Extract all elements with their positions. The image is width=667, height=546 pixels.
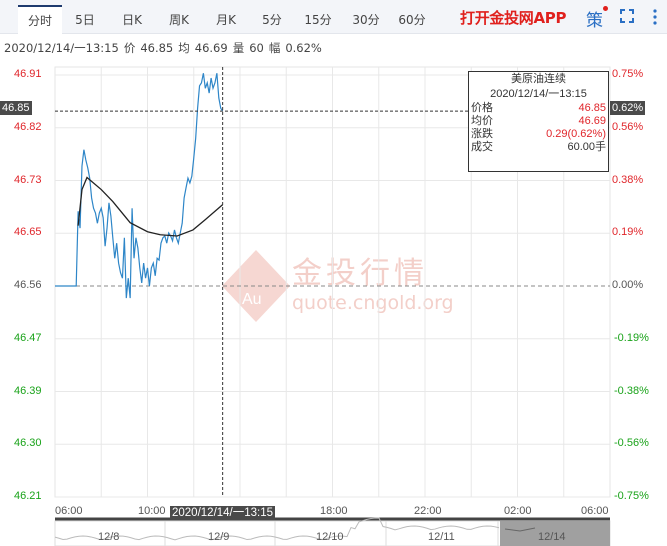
watermark-logo: Au (222, 250, 290, 322)
tab-0[interactable]: 分时 (18, 5, 62, 35)
volume-value: 60 (249, 41, 264, 55)
svg-text:Au: Au (242, 291, 262, 308)
pct-tick-label: -0.75% (614, 490, 649, 502)
tooltip-title: 美原油连续 (511, 73, 566, 85)
y-tick-label: 46.39 (14, 384, 42, 397)
notification-dot (603, 6, 608, 11)
tab-2[interactable]: 日K (122, 13, 142, 27)
pct-tick-label: -0.38% (614, 384, 649, 397)
avg-price-line (77, 176, 224, 237)
crosshair-pct-tag: 0.62% (610, 101, 646, 115)
pct-tick-label: 0.56% (612, 120, 644, 133)
y-tick-label: 46.56 (14, 279, 42, 291)
tooltip-row-value: 60.00手 (567, 141, 606, 153)
y-tick-label: 46.73 (14, 173, 42, 186)
navigator-date-label: 12/10 (316, 531, 344, 543)
y-tick-label: 46.21 (14, 490, 42, 502)
tooltip-row-label: 价格 (471, 102, 493, 114)
navigator-date-label: 12/14 (538, 531, 566, 543)
x-tick-label: 22:00 (414, 505, 442, 517)
y-tick-label: 46.65 (14, 226, 42, 239)
avg-value: 46.69 (194, 41, 228, 55)
volume-label: 量 (232, 41, 245, 55)
x-tick-label: 02:00 (504, 505, 532, 517)
amplitude-label: 幅 (268, 41, 281, 55)
tab-4[interactable]: 月K (216, 13, 236, 27)
quote-tooltip: 美原油连续 2020/12/14/一13:15 价格 46.85 均价 46.69 涨跌… (468, 71, 609, 172)
fullscreen-icon[interactable] (620, 9, 634, 23)
watermark-text: 金投行情 (292, 256, 428, 291)
x-tick-label: 06:00 (581, 505, 609, 517)
info-time: 2020/12/14/一13:15 (4, 41, 119, 55)
tab-8[interactable]: 60分 (398, 13, 426, 27)
pct-tick-label: -0.19% (614, 331, 649, 344)
x-tick-label: 10:00 (138, 505, 166, 517)
strategy-button[interactable]: 策 (586, 11, 603, 31)
pct-tick-label: 0.38% (612, 173, 644, 186)
pct-tick-label: -0.56% (614, 437, 649, 450)
tab-5[interactable]: 5分 (262, 13, 282, 27)
open-app-link[interactable]: 打开金投网APP (460, 9, 567, 27)
navigator-line-selected (504, 527, 536, 532)
tooltip-row-value: 46.69 (578, 115, 606, 127)
y-tick-label: 46.30 (14, 437, 42, 450)
pct-tick-label: 0.75% (612, 68, 644, 80)
navigator-selection (500, 521, 610, 546)
tooltip-row: 均价 46.69 (469, 115, 608, 128)
period-tabs: 分时 5日 日K 周K 月K 5分 15分 30分 60分 (0, 0, 667, 35)
avg-label: 均 (178, 41, 190, 55)
navigator-date-label: 12/9 (208, 531, 230, 543)
tab-1[interactable]: 5日 (75, 13, 95, 27)
navigator-date-label: 12/11 (428, 531, 455, 543)
tooltip-row-value: 0.29(0.62%) (546, 128, 606, 140)
tooltip-row-label: 涨跌 (471, 128, 493, 140)
price-value: 46.85 (140, 41, 174, 55)
quote-info-bar: 2020/12/14/一13:15 价 46.85 均 46.69 量 60 幅 0.62% (4, 40, 327, 56)
tooltip-row-value: 46.85 (578, 102, 606, 114)
navigator-line (54, 517, 500, 541)
tooltip-row: 涨跌 0.29(0.62%) (469, 128, 608, 141)
crosshair-time-tag: 2020/12/14/一13:15 (170, 506, 276, 520)
y-tick-label: 46.91 (14, 68, 42, 80)
tab-6[interactable]: 15分 (304, 13, 332, 27)
pct-tick-label: 0.19% (612, 226, 644, 239)
crosshair-price-tag: 46.85 (0, 101, 32, 115)
tooltip-row-label: 成交 (471, 141, 493, 153)
y-tick-label: 46.47 (14, 331, 42, 344)
tab-7[interactable]: 30分 (352, 13, 380, 27)
tooltip-row-label: 均价 (471, 115, 493, 127)
navigator-date-label: 12/8 (98, 531, 120, 543)
tooltip-row: 成交 60.00手 (469, 141, 608, 154)
tooltip-time: 2020/12/14/一13:15 (490, 88, 587, 100)
y-tick-label: 46.82 (14, 120, 42, 133)
pct-tick-label: 0.00% (612, 279, 644, 291)
tooltip-row: 价格 46.85 (469, 102, 608, 115)
price-label: 价 (123, 41, 136, 55)
price-line (55, 73, 224, 299)
tab-3[interactable]: 周K (169, 13, 189, 27)
x-tick-label: 06:00 (55, 505, 83, 517)
more-vertical-icon[interactable] (652, 8, 658, 26)
x-tick-label: 18:00 (320, 505, 348, 517)
amplitude-value: 0.62% (285, 41, 322, 55)
